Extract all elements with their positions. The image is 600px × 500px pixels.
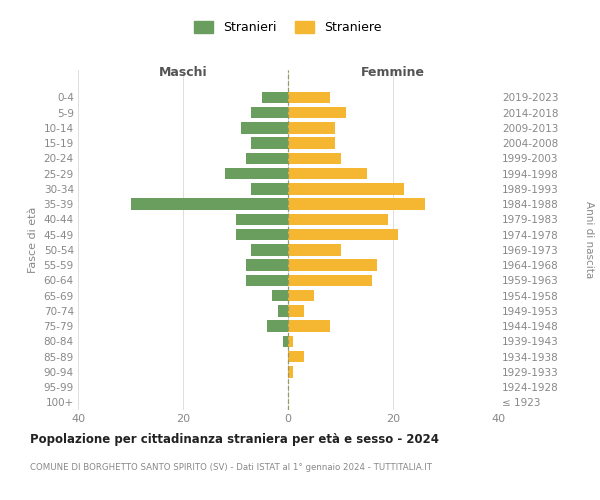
Bar (288, 168, 367, 179)
Bar (130, 198, 288, 210)
Bar (225, 168, 288, 179)
Bar (288, 229, 398, 240)
Text: Femmine: Femmine (361, 66, 425, 79)
Bar (246, 152, 288, 164)
Bar (283, 336, 288, 347)
Text: COMUNE DI BORGHETTO SANTO SPIRITO (SV) - Dati ISTAT al 1° gennaio 2024 - TUTTITA: COMUNE DI BORGHETTO SANTO SPIRITO (SV) -… (30, 462, 432, 471)
Bar (246, 260, 288, 271)
Bar (288, 214, 388, 225)
Bar (288, 336, 293, 347)
Text: Anni di nascita: Anni di nascita (584, 202, 594, 278)
Bar (288, 183, 404, 194)
Legend: Stranieri, Straniere: Stranieri, Straniere (190, 16, 386, 40)
Bar (288, 244, 341, 256)
Text: Popolazione per cittadinanza straniera per età e sesso - 2024: Popolazione per cittadinanza straniera p… (30, 432, 439, 446)
Bar (235, 229, 288, 240)
Bar (288, 260, 377, 271)
Bar (246, 274, 288, 286)
Bar (262, 92, 288, 103)
Bar (235, 214, 288, 225)
Bar (288, 198, 425, 210)
Bar (288, 290, 314, 302)
Bar (288, 107, 346, 118)
Bar (288, 320, 330, 332)
Text: Maschi: Maschi (158, 66, 208, 79)
Bar (251, 183, 288, 194)
Bar (251, 107, 288, 118)
Bar (241, 122, 288, 134)
Bar (267, 320, 288, 332)
Y-axis label: Fasce di età: Fasce di età (28, 207, 38, 273)
Bar (288, 152, 341, 164)
Bar (277, 305, 288, 316)
Bar (288, 122, 335, 134)
Bar (288, 305, 304, 316)
Bar (288, 366, 293, 378)
Bar (288, 92, 330, 103)
Bar (251, 244, 288, 256)
Bar (288, 274, 372, 286)
Bar (288, 351, 304, 362)
Bar (272, 290, 288, 302)
Bar (251, 138, 288, 149)
Bar (288, 138, 335, 149)
